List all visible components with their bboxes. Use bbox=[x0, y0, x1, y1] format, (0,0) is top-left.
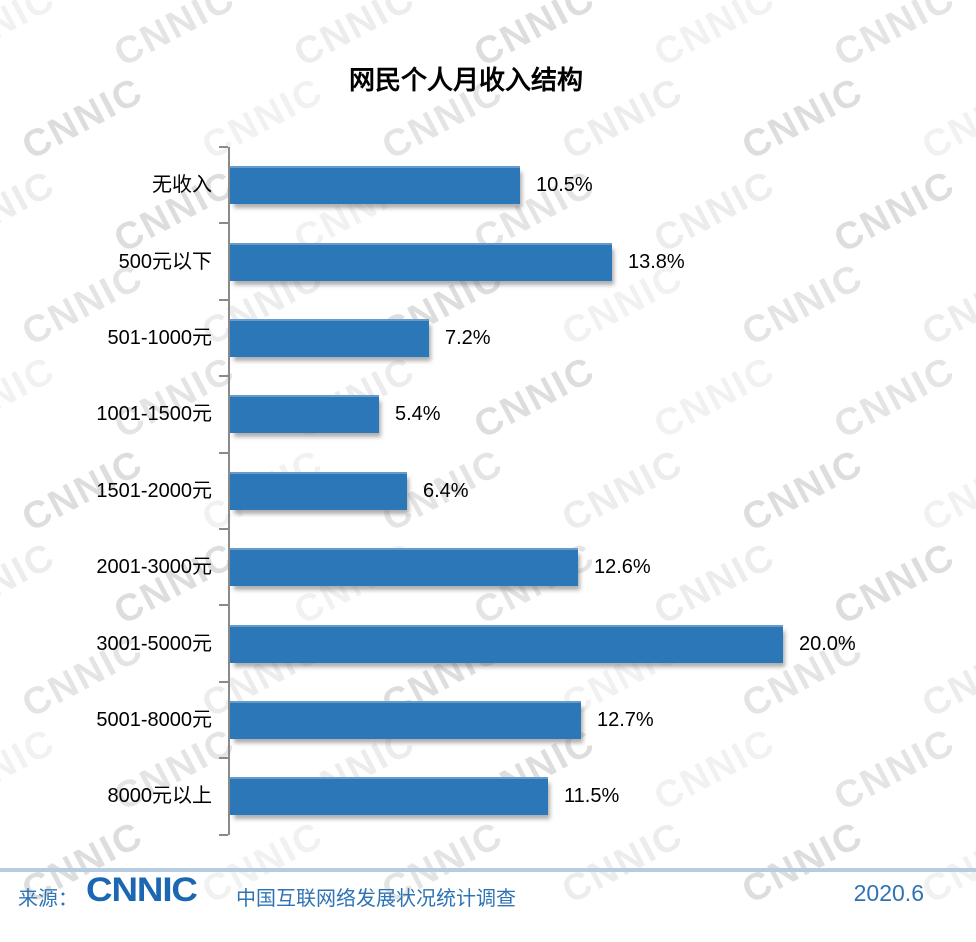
cnnic-logo: CNNIC bbox=[86, 871, 198, 909]
value-label: 11.5% bbox=[564, 785, 620, 808]
axis-tick bbox=[219, 833, 228, 836]
axis-tick bbox=[219, 528, 228, 530]
bar bbox=[230, 471, 407, 510]
category-label: 1001-1500元 bbox=[96, 403, 212, 426]
value-label: 12.6% bbox=[594, 556, 651, 579]
axis-tick bbox=[219, 451, 228, 454]
axis-tick bbox=[219, 680, 228, 683]
category-label: 无收入 bbox=[152, 174, 212, 197]
bar bbox=[230, 242, 612, 281]
axis-tick bbox=[219, 146, 228, 148]
category-label: 3001-5000元 bbox=[96, 632, 212, 655]
category-label: 1501-2000元 bbox=[96, 479, 212, 502]
source-text: 中国互联网络发展状况统计调查 bbox=[236, 888, 516, 910]
value-label: 13.8% bbox=[628, 250, 685, 273]
axis-tick bbox=[219, 757, 228, 760]
value-label: 5.4% bbox=[395, 403, 441, 426]
category-label: 5001-8000元 bbox=[96, 709, 212, 731]
bar bbox=[230, 548, 578, 587]
bar bbox=[230, 777, 548, 816]
value-label: 20.0% bbox=[799, 632, 856, 655]
category-label: 2001-3000元 bbox=[96, 556, 212, 579]
chart-title: 网民个人月收入结构 bbox=[348, 65, 583, 95]
axis-tick bbox=[219, 375, 228, 378]
footer-divider bbox=[0, 868, 976, 872]
axis-tick bbox=[219, 604, 228, 607]
bar bbox=[230, 319, 429, 357]
value-label: 12.7% bbox=[597, 709, 654, 731]
bar bbox=[230, 395, 379, 434]
source-label: 来源： bbox=[18, 888, 78, 910]
value-label: 6.4% bbox=[423, 479, 469, 502]
axis-tick bbox=[219, 298, 228, 301]
value-label: 10.5% bbox=[536, 174, 593, 197]
value-label: 7.2% bbox=[445, 327, 491, 349]
y-axis-line bbox=[228, 147, 230, 835]
category-label: 8000元以上 bbox=[107, 785, 213, 808]
footer: 来源： CNNIC 中国互联网络发展状况统计调查 2020.6 bbox=[0, 868, 976, 942]
axis-tick bbox=[219, 222, 228, 225]
report-date: 2020.6 bbox=[853, 880, 924, 906]
bar bbox=[230, 166, 520, 205]
category-label: 500元以下 bbox=[118, 250, 212, 273]
bar bbox=[230, 624, 783, 663]
bar bbox=[230, 701, 581, 739]
category-label: 501-1000元 bbox=[107, 327, 212, 349]
